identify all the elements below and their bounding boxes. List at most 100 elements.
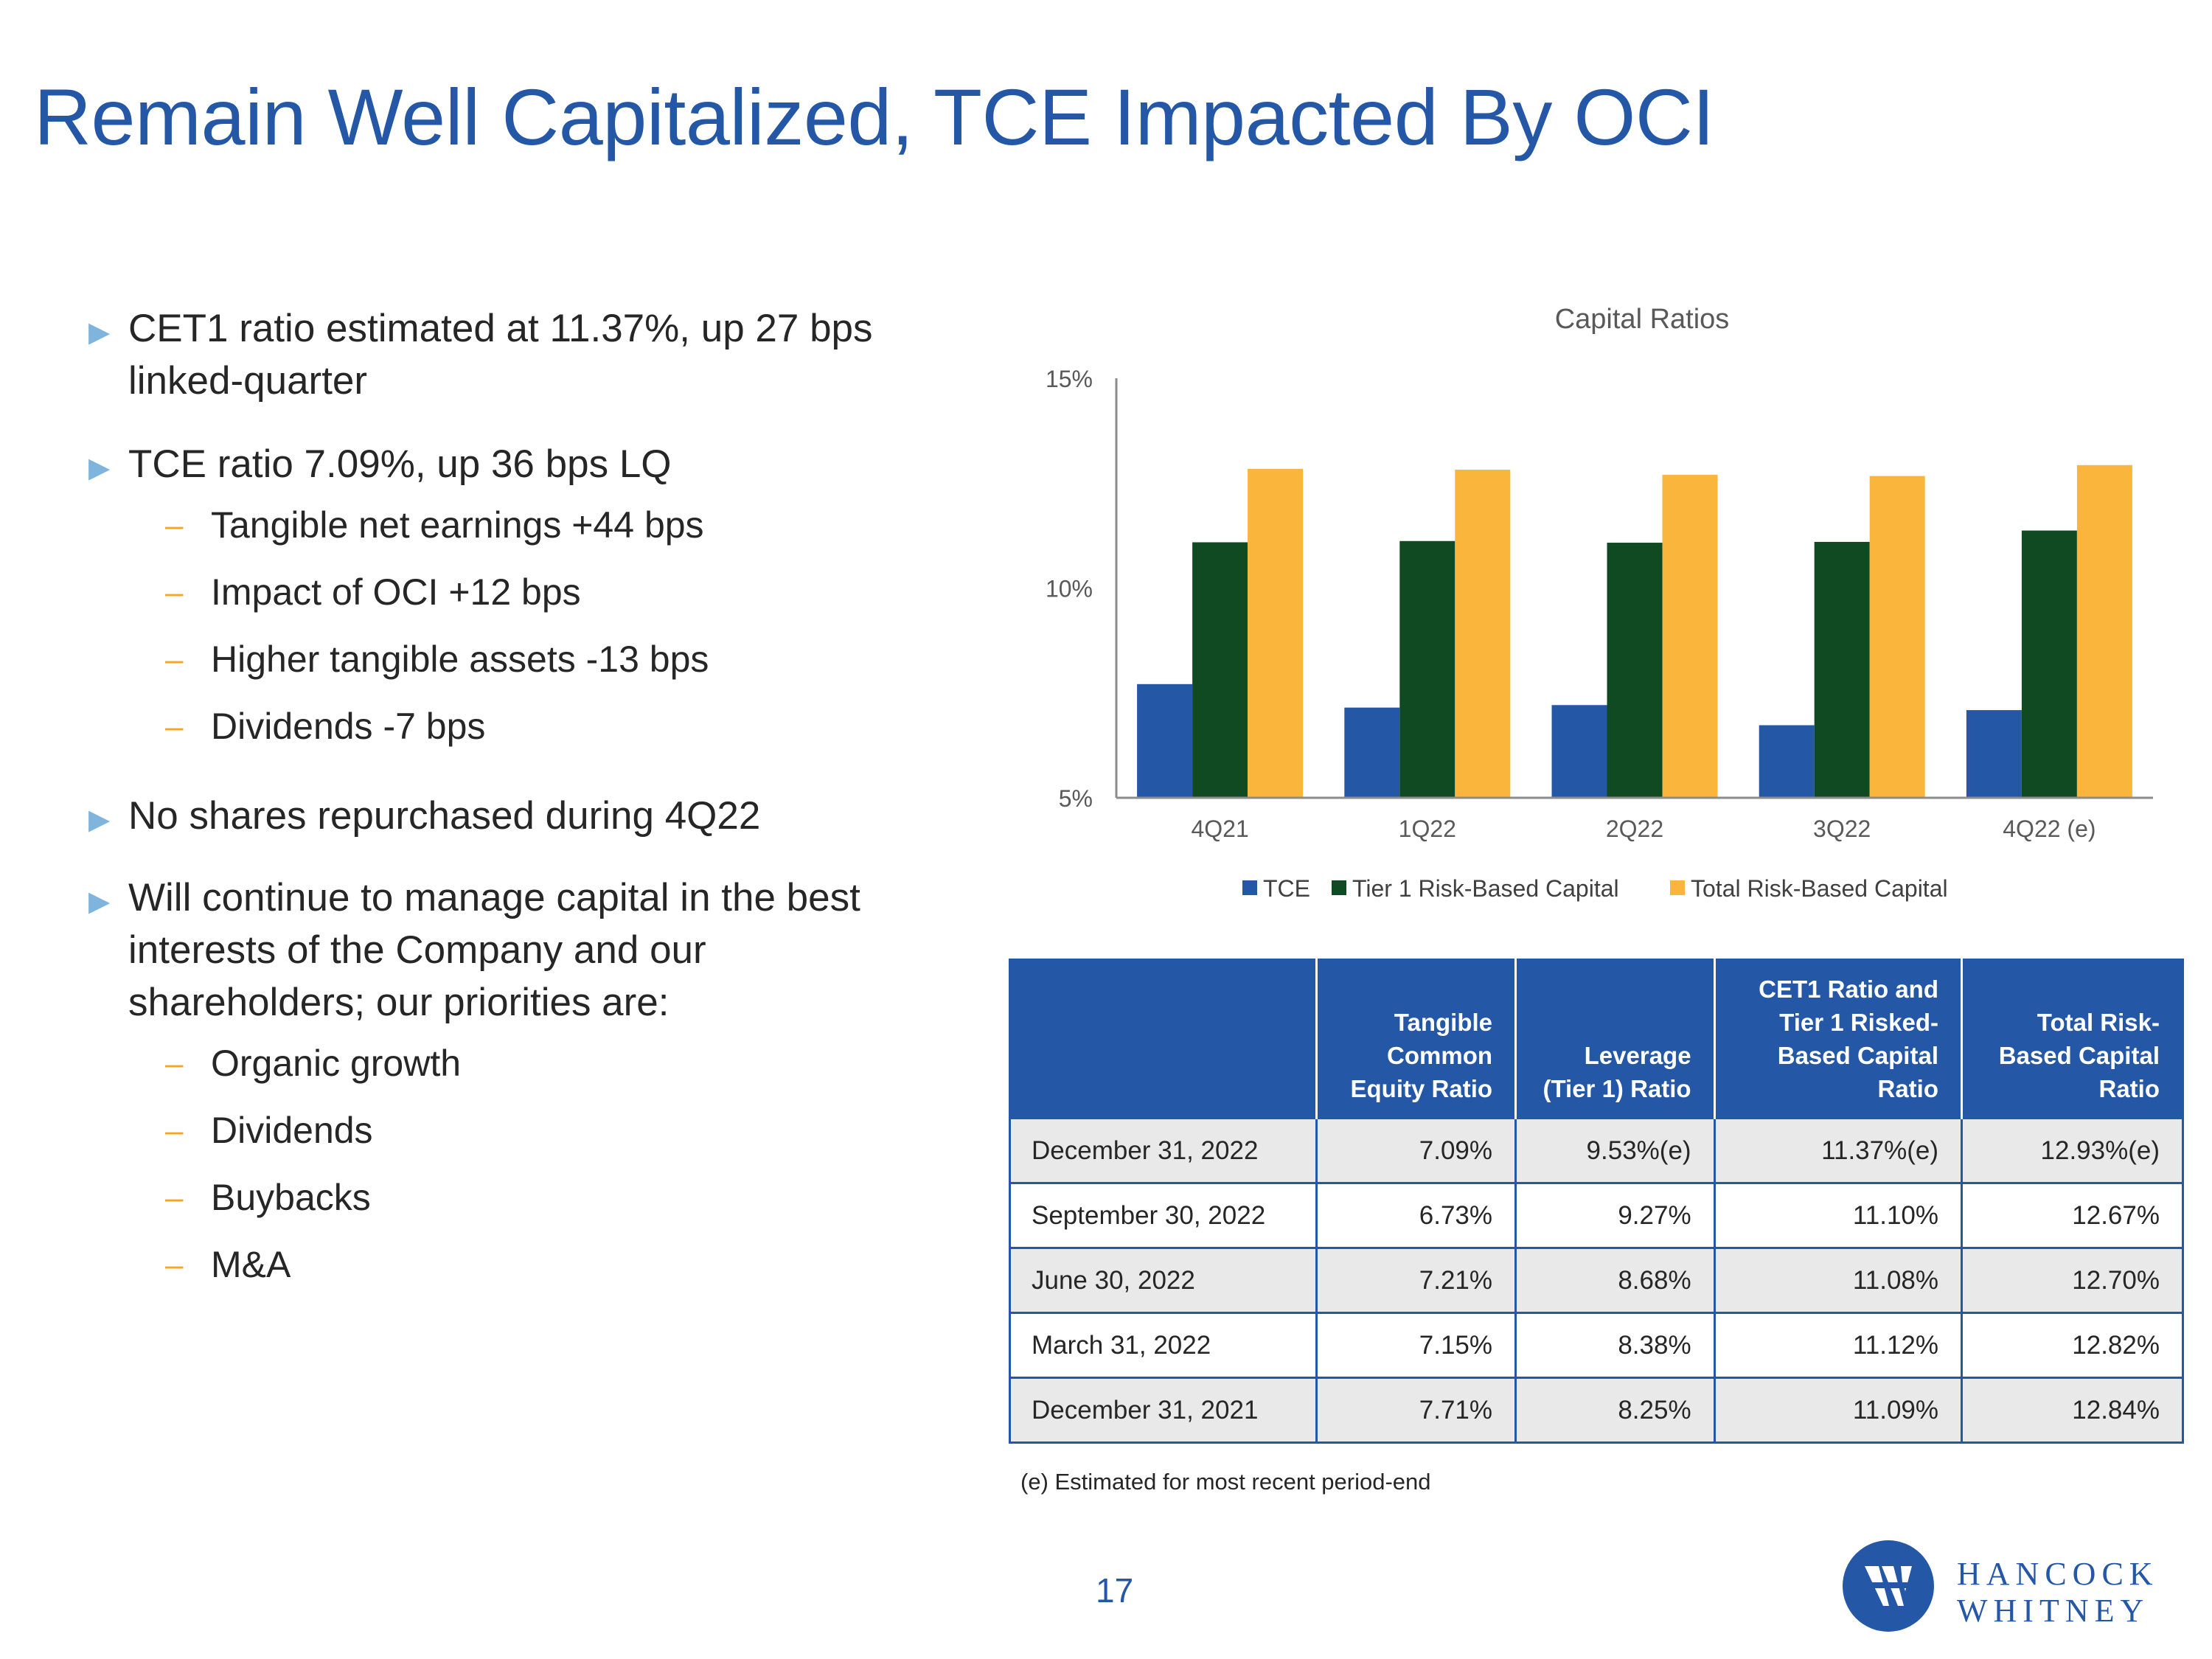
- bullet-item: ▶ CET1 ratio estimated at 11.37%, up 27 b…: [88, 302, 936, 407]
- table-cell: 8.68%: [1514, 1247, 1715, 1313]
- bullet-text: No shares repurchased during 4Q22: [128, 794, 761, 838]
- bullet-arrow-icon: ▶: [88, 886, 111, 917]
- sub-bullet-item: – Organic growth: [88, 1030, 936, 1097]
- bullet-arrow-icon: ▶: [88, 804, 111, 835]
- table-cell: 9.53%(e): [1514, 1117, 1715, 1183]
- sub-bullet-text: M&A: [211, 1244, 291, 1285]
- x-tick-label: 1Q22: [1399, 815, 1456, 842]
- sub-bullet-text: Tangible net earnings +44 bps: [211, 504, 704, 546]
- legend-label: Tier 1 Risk-Based Capital: [1352, 875, 1619, 902]
- bar-tce-2q22: [1551, 705, 1607, 798]
- dash-icon: –: [165, 574, 184, 611]
- table-row: December 31, 2022 7.09% 9.53%(e) 11.37%(e) 1…: [1009, 1117, 2183, 1183]
- column-header: [1009, 959, 1317, 1119]
- x-tick-label: 3Q22: [1813, 815, 1871, 842]
- table-cell: 6.73%: [1315, 1182, 1516, 1248]
- dash-icon: –: [165, 1046, 184, 1082]
- bar-total-risk-based-capital-4q21: [1248, 468, 1304, 798]
- row-date-cell: September 30, 2022: [1009, 1182, 1317, 1248]
- sub-bullet-text: Buybacks: [211, 1177, 371, 1218]
- table-cell: 12.82%: [1961, 1312, 2183, 1378]
- table-cell: 11.10%: [1713, 1182, 1962, 1248]
- sub-bullet-text: Impact of OCI +12 bps: [211, 571, 581, 613]
- sub-bullet-item: – M&A: [88, 1231, 936, 1298]
- table-cell: 8.38%: [1514, 1312, 1715, 1378]
- bullet-text: TCE ratio 7.09%, up 36 bps LQ: [128, 442, 672, 486]
- dash-icon: –: [165, 709, 184, 745]
- slide-title: Remain Well Capitalized, TCE Impacted By…: [34, 72, 1714, 161]
- column-header: Leverage (Tier 1) Ratio: [1514, 959, 1715, 1119]
- bullet-item: ▶ No shares repurchased during 4Q22: [88, 790, 936, 842]
- bullet-text: Will continue to manage capital in the b…: [128, 876, 860, 1024]
- bar-tier-1-risk-based-capital-2q22: [1607, 543, 1663, 798]
- logo-wordmark: HANCOCK WHITNEY: [1957, 1556, 2159, 1630]
- bar-total-risk-based-capital-4q22-e-: [2076, 465, 2132, 798]
- sub-bullet-text: Dividends: [211, 1110, 373, 1151]
- footnote: (e) Estimated for most recent period-end: [1020, 1469, 1431, 1495]
- bullet-list: ▶ CET1 ratio estimated at 11.37%, up 27 b…: [88, 302, 936, 1298]
- y-tick-label: 5%: [1059, 785, 1093, 812]
- logo-line2: WHITNEY: [1957, 1593, 2150, 1629]
- bar-tce-1q22: [1344, 707, 1400, 798]
- sub-bullet-text: Dividends -7 bps: [211, 706, 486, 747]
- x-tick-label: 4Q21: [1191, 815, 1248, 842]
- legend-label: TCE: [1263, 875, 1310, 902]
- bar-tier-1-risk-based-capital-3q22: [1814, 541, 1870, 798]
- bar-tce-3q22: [1759, 725, 1815, 798]
- dash-icon: –: [165, 507, 184, 543]
- legend-swatch: [1332, 880, 1346, 895]
- dash-icon: –: [165, 1180, 184, 1216]
- table-row: June 30, 2022 7.21% 8.68% 11.08% 12.70%: [1009, 1247, 2183, 1313]
- table-row: September 30, 2022 6.73% 9.27% 11.10% 12.67%: [1009, 1182, 2183, 1248]
- dash-icon: –: [165, 1113, 184, 1149]
- bar-tce-4q21: [1137, 684, 1193, 798]
- row-date-cell: March 31, 2022: [1009, 1312, 1317, 1378]
- bullet-item: ▶ TCE ratio 7.09%, up 36 bps LQ – Tangible …: [88, 438, 936, 760]
- table-cell: 12.70%: [1961, 1247, 2183, 1313]
- sub-bullet-item: – Dividends: [88, 1097, 936, 1164]
- table-row: March 31, 2022 7.15% 8.38% 11.12% 12.82%: [1009, 1312, 2183, 1378]
- dash-icon: –: [165, 641, 184, 678]
- bar-tier-1-risk-based-capital-4q22-e-: [2021, 530, 2077, 798]
- row-date-cell: December 31, 2021: [1009, 1377, 1317, 1443]
- table-cell: 12.67%: [1961, 1182, 2183, 1248]
- sub-bullet-item: – Tangible net earnings +44 bps: [88, 492, 936, 559]
- table-cell: 11.08%: [1713, 1247, 1962, 1313]
- bar-tier-1-risk-based-capital-4q21: [1192, 542, 1248, 798]
- table-cell: 11.12%: [1713, 1312, 1962, 1378]
- bullet-arrow-icon: ▶: [88, 317, 111, 348]
- y-tick-label: 15%: [1046, 366, 1093, 392]
- table-cell: 12.93%(e): [1961, 1117, 2183, 1183]
- table-cell: 8.25%: [1514, 1377, 1715, 1443]
- logo-line1: HANCOCK: [1957, 1556, 2159, 1592]
- legend-label: Total Risk-Based Capital: [1691, 875, 1948, 902]
- table-cell: 11.37%(e): [1713, 1117, 1962, 1183]
- y-tick-label: 10%: [1046, 576, 1093, 602]
- chart-title: Capital Ratios: [1555, 304, 1730, 335]
- x-tick-label: 2Q22: [1606, 815, 1663, 842]
- capital-ratios-chart: Capital Ratios 5% 10% 15% 4Q21 1Q22 2Q22 3Q22 4Q…: [1046, 304, 2153, 902]
- capital-ratios-table-container: Tangible Common Equity Ratio Leverage (Ti…: [1009, 959, 2184, 1444]
- table-cell: 9.27%: [1514, 1182, 1715, 1248]
- bar-total-risk-based-capital-1q22: [1455, 470, 1511, 798]
- legend-swatch: [1670, 880, 1685, 895]
- x-tick-label: 4Q22 (e): [2003, 815, 2096, 842]
- bullet-text: CET1 ratio estimated at 11.37%, up 27 bp…: [128, 307, 873, 403]
- table-cell: 7.15%: [1315, 1312, 1516, 1378]
- column-header: CET1 Ratio and Tier 1 Risked-Based Capit…: [1713, 959, 1962, 1119]
- table-cell: 7.09%: [1315, 1117, 1516, 1183]
- table-row: December 31, 2021 7.71% 8.25% 11.09% 12.84%: [1009, 1377, 2183, 1443]
- legend-swatch: [1242, 880, 1257, 895]
- sub-bullet-text: Higher tangible assets -13 bps: [211, 639, 709, 680]
- column-header: Tangible Common Equity Ratio: [1315, 959, 1516, 1119]
- row-date-cell: June 30, 2022: [1009, 1247, 1317, 1313]
- page-number: 17: [1096, 1571, 1134, 1610]
- bullet-arrow-icon: ▶: [88, 453, 111, 484]
- table-header-row: Tangible Common Equity Ratio Leverage (Ti…: [1009, 959, 2183, 1119]
- sub-bullet-item: – Dividends -7 bps: [88, 693, 936, 760]
- bar-total-risk-based-capital-2q22: [1662, 474, 1718, 798]
- capital-ratios-table: Tangible Common Equity Ratio Leverage (Ti…: [1009, 959, 2184, 1444]
- table-cell: 7.71%: [1315, 1377, 1516, 1443]
- table-cell: 7.21%: [1315, 1247, 1516, 1313]
- sub-bullet-item: – Buybacks: [88, 1164, 936, 1231]
